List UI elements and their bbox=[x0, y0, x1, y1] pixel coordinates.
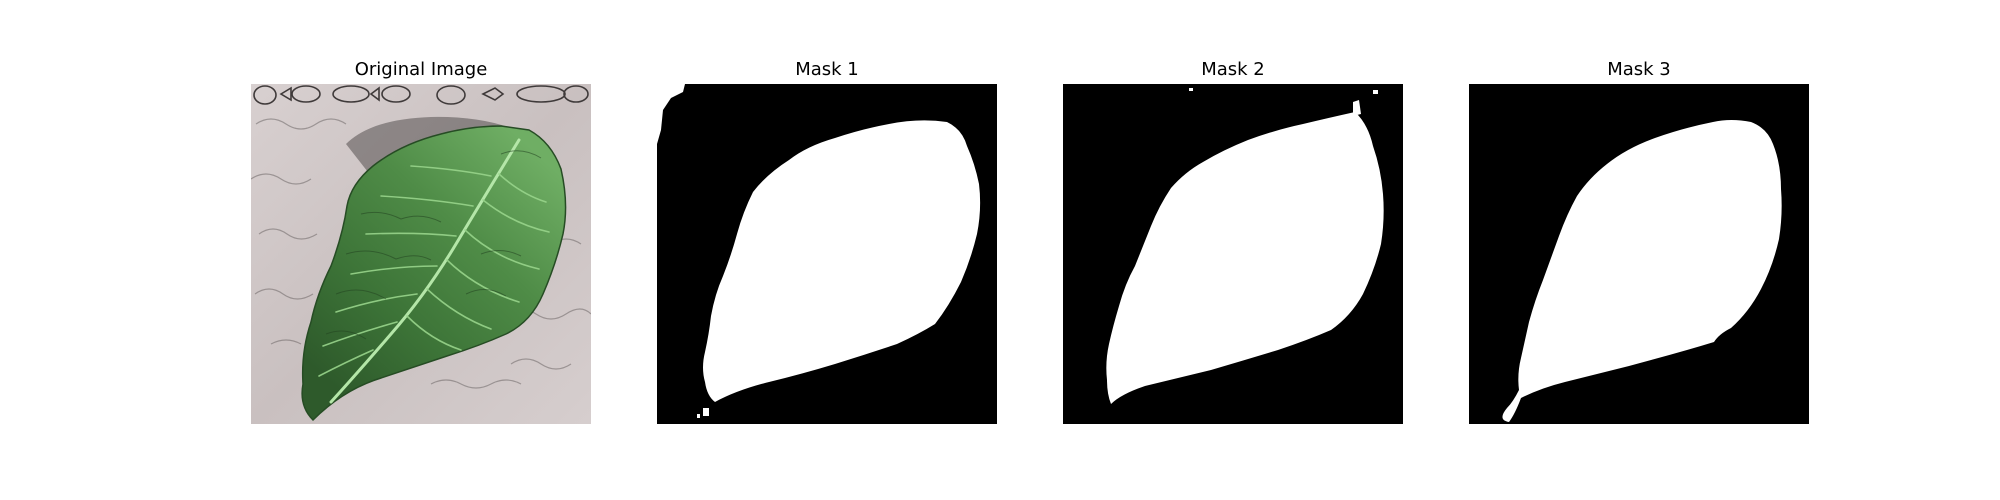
mask-2-panel: Mask 2 bbox=[1063, 58, 1403, 82]
mask-1-image bbox=[657, 84, 997, 424]
mask-2-title: Mask 2 bbox=[1063, 58, 1403, 82]
mask-1-title: Mask 1 bbox=[657, 58, 997, 82]
mask-2-image bbox=[1063, 84, 1403, 424]
mask-3-panel: Mask 3 bbox=[1469, 58, 1809, 82]
original-leaf-image bbox=[251, 84, 591, 424]
mask-3-image bbox=[1469, 84, 1809, 424]
mask-3-title: Mask 3 bbox=[1469, 58, 1809, 82]
original-image-panel: Original Image bbox=[251, 58, 591, 82]
original-image-title: Original Image bbox=[251, 58, 591, 82]
mask-1-panel: Mask 1 bbox=[657, 58, 997, 82]
